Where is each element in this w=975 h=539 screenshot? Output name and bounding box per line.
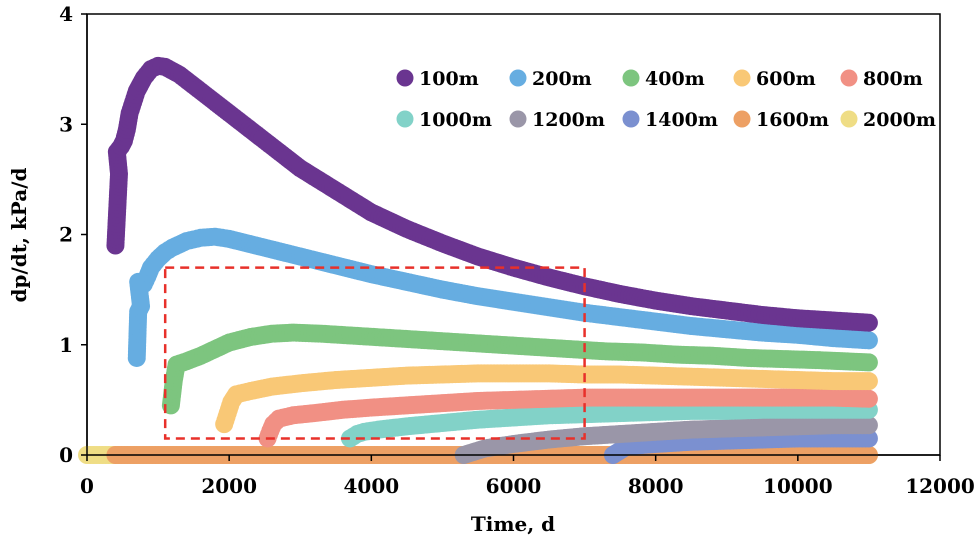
legend-label: 800m	[863, 68, 923, 90]
x-axis-title: Time, d	[471, 512, 555, 536]
highlight-box	[163, 266, 586, 440]
y-tick-label: 2	[59, 223, 73, 247]
legend-item: 600m	[733, 68, 816, 90]
x-tick-label: 0	[80, 474, 94, 498]
legend-item: 100m	[396, 68, 479, 90]
legend-label: 600m	[756, 68, 816, 90]
x-ticks: 0 2000 4000 6000 8000 10000 12000	[80, 455, 975, 498]
data-point	[859, 416, 878, 435]
series-100m	[106, 56, 878, 332]
data-point	[859, 372, 878, 391]
legend-marker	[622, 69, 640, 87]
legend-item: 2000m	[840, 109, 936, 131]
y-tick-label: 0	[59, 443, 73, 467]
series-400m	[161, 323, 878, 415]
legend-marker	[509, 69, 527, 87]
legend-item: 200m	[509, 68, 592, 90]
y-tick-label: 1	[59, 333, 73, 357]
x-tick-label: 2000	[201, 474, 257, 498]
data-point	[859, 353, 878, 372]
legend: 100m 200m 400m 600m 800m 1000m 1200m 1400m 1600m…	[396, 68, 936, 131]
data-point	[859, 331, 878, 350]
y-ticks: 0 1 2 3 4	[59, 2, 87, 467]
y-axis-title: dp/dt, kPa/d	[7, 167, 31, 302]
legend-marker	[840, 110, 858, 128]
legend-label: 1200m	[532, 109, 605, 131]
legend-marker	[396, 110, 414, 128]
legend-label: 1400m	[645, 109, 718, 131]
x-tick-label: 12000	[905, 474, 975, 498]
series-200m	[127, 227, 878, 367]
legend-item: 1000m	[396, 109, 492, 131]
data-point	[859, 389, 878, 408]
legend-marker	[622, 110, 640, 128]
legend-label: 1600m	[756, 109, 829, 131]
x-tick-label: 4000	[343, 474, 399, 498]
legend-label: 400m	[645, 68, 705, 90]
legend-marker	[509, 110, 527, 128]
y-tick-label: 4	[59, 2, 73, 26]
legend-marker	[396, 69, 414, 87]
x-tick-label: 10000	[763, 474, 833, 498]
legend-marker	[840, 69, 858, 87]
legend-item: 1200m	[509, 109, 605, 131]
legend-item: 1600m	[733, 109, 829, 131]
legend-item: 800m	[840, 68, 923, 90]
data-point	[859, 313, 878, 332]
legend-label: 2000m	[863, 109, 936, 131]
legend-item: 400m	[622, 68, 705, 90]
legend-label: 1000m	[419, 109, 492, 131]
legend-marker	[733, 110, 751, 128]
x-tick-label: 8000	[628, 474, 684, 498]
series-1200m	[454, 416, 878, 464]
x-tick-label: 6000	[486, 474, 542, 498]
series-800m	[258, 388, 878, 448]
legend-label: 100m	[419, 68, 479, 90]
legend-label: 200m	[532, 68, 592, 90]
y-tick-label: 3	[59, 112, 73, 136]
legend-marker	[733, 69, 751, 87]
series-600m	[215, 364, 878, 434]
legend-item: 1400m	[622, 109, 718, 131]
